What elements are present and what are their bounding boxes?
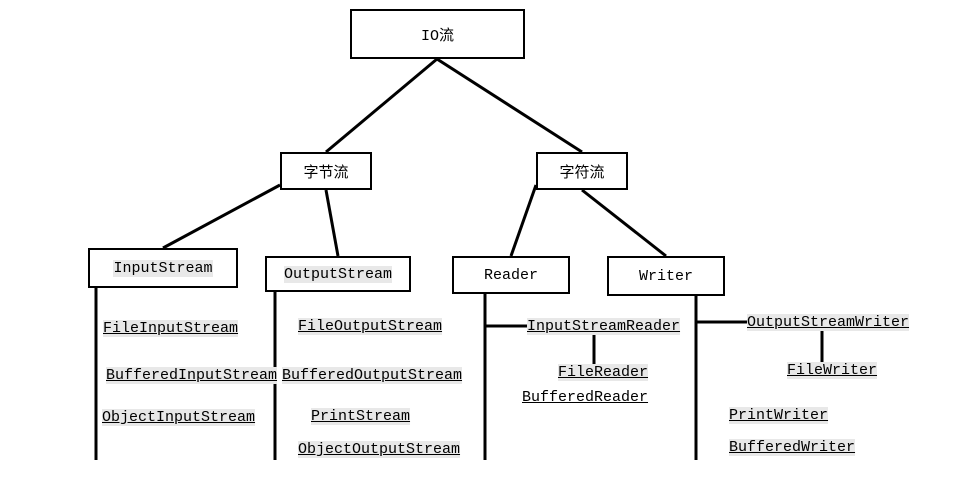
node-reader-label: Reader [484, 267, 538, 284]
leaf-objectinputstream: ObjectInputStream [102, 409, 255, 426]
node-reader: Reader [452, 256, 570, 294]
node-char-stream: 字符流 [536, 152, 628, 190]
leaf-objectoutputstream: ObjectOutputStream [298, 441, 460, 458]
leaf-bufferedreader: BufferedReader [522, 389, 648, 406]
node-root: IO流 [350, 9, 525, 59]
node-byte-label: 字节流 [303, 161, 348, 182]
node-writer-label: Writer [639, 268, 693, 285]
node-inputstream: InputStream [88, 248, 238, 288]
leaf-filewriter: FileWriter [787, 362, 877, 379]
node-root-label: IO流 [421, 24, 454, 45]
node-outputstream: OutputStream [265, 256, 411, 292]
leaf-bufferedinputstream: BufferedInputStream [106, 367, 277, 384]
leaf-bufferedwriter: BufferedWriter [729, 439, 855, 456]
leaf-bufferedoutputstream: BufferedOutputStream [282, 367, 462, 384]
node-outputstream-label: OutputStream [284, 266, 392, 283]
leaf-fileoutputstream: FileOutputStream [298, 318, 442, 335]
leaf-printstream: PrintStream [311, 408, 410, 425]
leaf-fileinputstream: FileInputStream [103, 320, 238, 337]
leaf-filereader: FileReader [558, 364, 648, 381]
leaf-outputstreamwriter: OutputStreamWriter [747, 314, 909, 331]
node-inputstream-label: InputStream [113, 260, 212, 277]
node-byte-stream: 字节流 [280, 152, 372, 190]
node-writer: Writer [607, 256, 725, 296]
leaf-printwriter: PrintWriter [729, 407, 828, 424]
node-char-label: 字符流 [559, 161, 604, 182]
leaf-inputstreamreader: InputStreamReader [527, 318, 680, 335]
